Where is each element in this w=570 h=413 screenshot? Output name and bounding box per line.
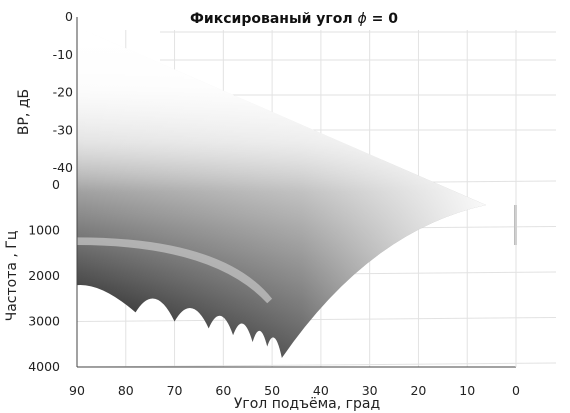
z-tick-label: -20	[53, 85, 73, 100]
x-tick-label: 80	[118, 383, 134, 398]
y-tick-label: 4000	[28, 359, 60, 374]
y-tick-label: 3000	[28, 314, 60, 329]
axes	[76, 17, 517, 368]
chart-title: Фиксированый угол ϕ = 0	[190, 11, 398, 27]
grid-line-y	[76, 317, 557, 322]
x-tick-label: 40	[313, 383, 329, 398]
surface-plot	[77, 27, 517, 358]
z-axis-title: BP, дБ	[16, 89, 32, 135]
surface-top-fade	[77, 27, 486, 358]
x-axis-title: Угол подъёма, град	[234, 396, 380, 412]
z-tick-label: 0	[65, 9, 73, 24]
surface-ridge	[77, 237, 273, 304]
grid-line-y	[76, 362, 557, 368]
z-tick-label: -30	[53, 122, 73, 137]
y-tick-label: 1000	[28, 223, 60, 238]
y-tick-label: 0	[52, 177, 60, 192]
x-tick-label: 50	[264, 383, 280, 398]
x-tick-label: 20	[410, 383, 426, 398]
axis-labels: 0 -10 -20 -30 -40 0 1000 2000 3000 4000 90 80 70 60 50…	[4, 9, 520, 412]
z-tick-label: -40	[53, 160, 73, 175]
x-tick-label: 10	[459, 383, 475, 398]
y-axis-title: Частота , Гц	[4, 231, 20, 322]
x-tick-label: 0	[512, 383, 520, 398]
y-tick-label: 2000	[28, 268, 60, 283]
x-tick-label: 30	[362, 383, 378, 398]
x-tick-label: 60	[215, 383, 231, 398]
z-tick-label: -10	[53, 47, 73, 62]
x-tick-label: 70	[167, 383, 183, 398]
x-tick-label: 90	[69, 383, 85, 398]
